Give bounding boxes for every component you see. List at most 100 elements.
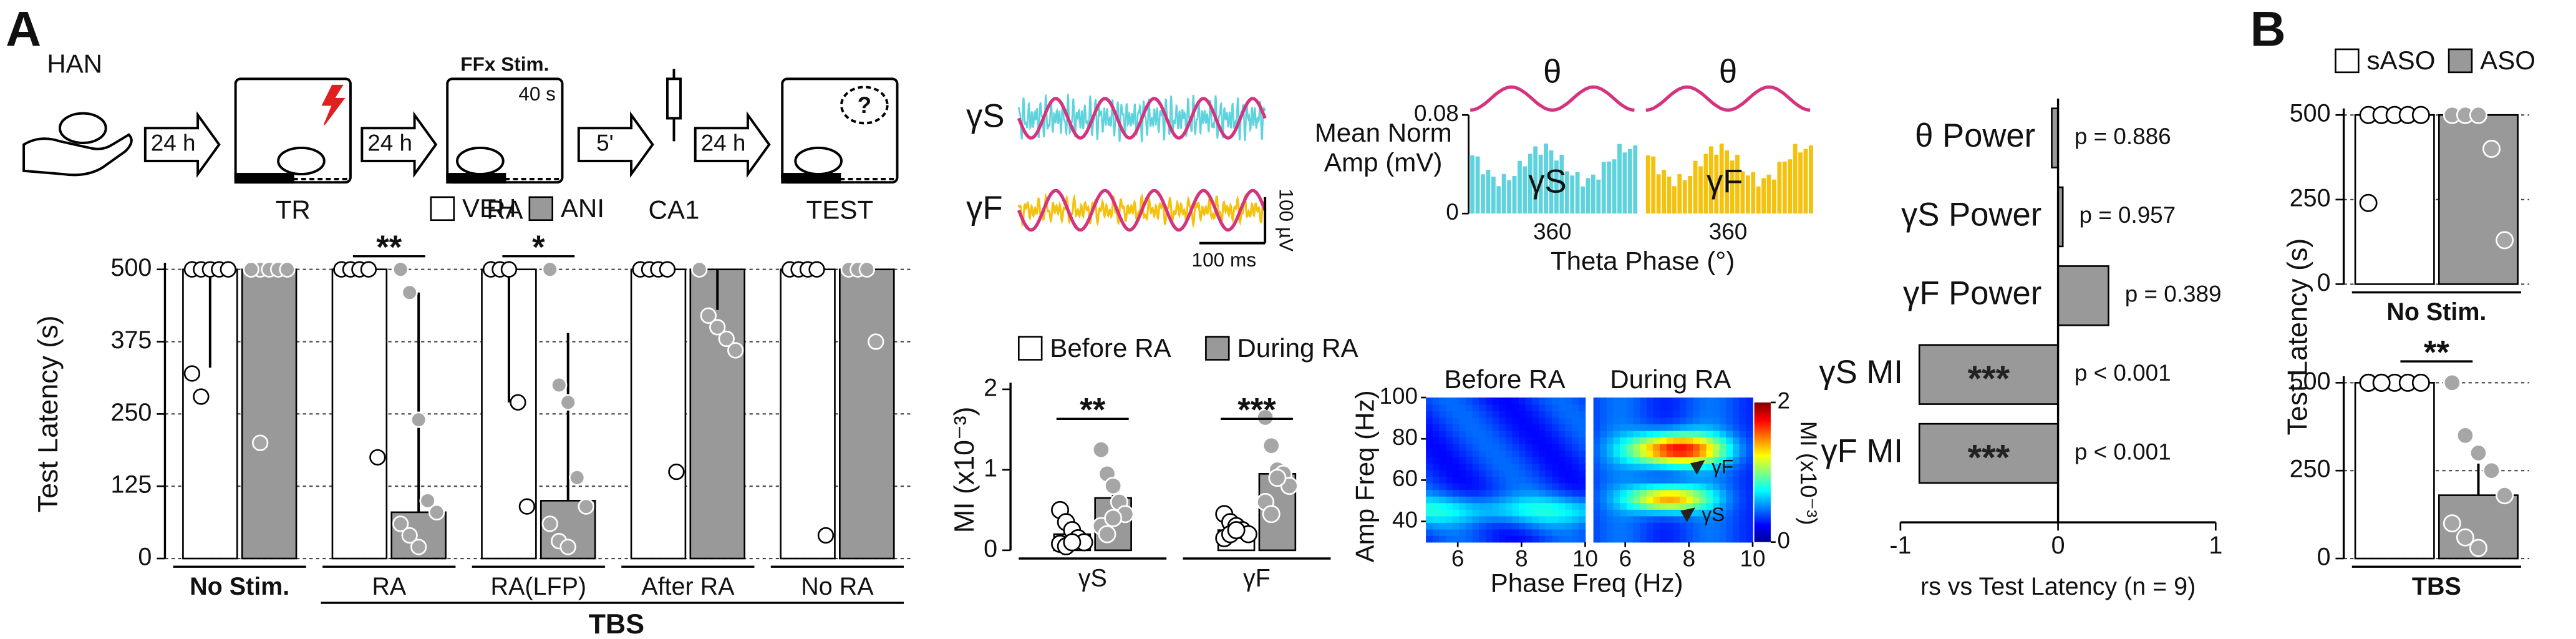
phase-bin bbox=[1672, 186, 1677, 214]
heatmap-cell bbox=[1620, 456, 1627, 464]
heatmap-cell bbox=[1505, 404, 1513, 411]
heatmap-cell bbox=[1666, 482, 1674, 490]
heatmap-cell bbox=[1673, 417, 1680, 424]
heatmap-cell bbox=[1479, 404, 1486, 411]
heatmap-cell bbox=[1673, 404, 1680, 411]
heatmap-cell bbox=[1512, 469, 1519, 477]
heatmap-cell bbox=[1686, 529, 1694, 536]
heatmap-cell bbox=[1699, 469, 1707, 477]
heatmap-cell bbox=[1620, 535, 1627, 543]
heatmap-cell bbox=[1572, 424, 1579, 431]
annotation: p < 0.001 bbox=[2075, 360, 2171, 386]
heatmap-cell bbox=[1746, 535, 1753, 543]
heatmap-cell bbox=[1545, 411, 1553, 418]
heatmap-cell bbox=[1452, 417, 1460, 424]
arrow bbox=[694, 111, 771, 178]
heatmap-cell bbox=[1646, 529, 1654, 536]
data-point bbox=[1092, 441, 1110, 459]
heatmap-cell bbox=[1492, 424, 1499, 431]
data-point bbox=[183, 365, 201, 382]
heatmap-cell bbox=[1459, 529, 1466, 536]
y-tick-label: 40 bbox=[1392, 507, 1418, 532]
heatmap-cell bbox=[1545, 417, 1553, 424]
heatmap-cell bbox=[1719, 456, 1727, 464]
heatmap-cell bbox=[1558, 404, 1566, 411]
heatmap-cell bbox=[1459, 509, 1466, 517]
phase-bin bbox=[1740, 171, 1745, 214]
heatmap-cell bbox=[1593, 443, 1601, 451]
heatmap-cell bbox=[1565, 515, 1572, 523]
data-point bbox=[279, 261, 296, 278]
data-point bbox=[1227, 521, 1246, 540]
heatmap-cell bbox=[1452, 522, 1460, 530]
annotation: p = 0.886 bbox=[2075, 124, 2171, 149]
data-point bbox=[2443, 514, 2461, 533]
heatmap-cell bbox=[1733, 509, 1740, 517]
heatmap-cell bbox=[1593, 437, 1601, 444]
data-point bbox=[2496, 486, 2514, 505]
heatmap-cell bbox=[1565, 398, 1572, 405]
heatmap-cell bbox=[1485, 437, 1493, 444]
heatmap-cell bbox=[1499, 450, 1506, 457]
heatmap-cell bbox=[1679, 450, 1687, 457]
heatmap-cell bbox=[1565, 463, 1572, 471]
heatmap-cell bbox=[1578, 430, 1586, 438]
mouse-icon bbox=[456, 146, 505, 176]
heatmap-cell bbox=[1578, 482, 1586, 490]
heatmap-cell bbox=[1565, 450, 1572, 457]
heatmap-cell bbox=[1746, 430, 1753, 438]
heatmap-cell bbox=[1465, 443, 1473, 451]
phase-bin bbox=[1698, 166, 1703, 214]
heatmap-cell bbox=[1485, 430, 1493, 438]
heatmap-cell bbox=[1545, 482, 1553, 490]
heatmap-cell bbox=[1538, 443, 1546, 451]
data-point bbox=[2469, 539, 2487, 557]
heatmap-cell bbox=[1660, 463, 1667, 471]
heatmap-cell bbox=[1505, 424, 1513, 431]
heatmap-cell bbox=[1519, 482, 1526, 490]
heatmap-cell bbox=[1432, 509, 1440, 517]
heatmap-cell bbox=[1485, 529, 1493, 536]
heatmap-cell bbox=[1666, 469, 1674, 477]
heatmap-cell bbox=[1519, 529, 1526, 536]
heatmap-cell bbox=[1472, 456, 1480, 464]
heatmap-cell bbox=[1726, 489, 1733, 497]
data-point bbox=[401, 284, 418, 301]
heatmap-cell bbox=[1552, 495, 1559, 504]
heatmap-cell bbox=[1673, 469, 1680, 477]
heatmap-cell bbox=[1545, 515, 1553, 523]
heatmap-cell bbox=[1552, 522, 1559, 530]
heatmap-cell bbox=[1578, 450, 1586, 457]
heatmap-cell bbox=[1492, 456, 1499, 464]
heatmap-cell bbox=[1606, 529, 1614, 536]
heatmap-cell bbox=[1746, 482, 1753, 490]
x-tick-label: 1 bbox=[2209, 532, 2222, 559]
heatmap-cell bbox=[1538, 535, 1546, 543]
heatmap-cell bbox=[1572, 489, 1579, 497]
heatmap-cell bbox=[1446, 404, 1453, 411]
heatmap-cell bbox=[1439, 476, 1446, 484]
heatmap-cell bbox=[1739, 469, 1747, 477]
heatmap-cell bbox=[1565, 456, 1572, 464]
heatmap-cell bbox=[1646, 469, 1654, 477]
heatmap-cell bbox=[1620, 398, 1627, 405]
heatmap-cell bbox=[1713, 529, 1720, 536]
heatmap-cell bbox=[1545, 529, 1553, 536]
heatmap-cell bbox=[1713, 404, 1720, 411]
heatmap-cell bbox=[1626, 404, 1634, 411]
heatmap-cell bbox=[1499, 515, 1506, 523]
heatmap-cell bbox=[1492, 417, 1499, 424]
heatmap-cell bbox=[1439, 456, 1446, 464]
heatmap-cell bbox=[1679, 417, 1687, 424]
heatmap-cell bbox=[1459, 450, 1466, 457]
legend-label: VEH bbox=[462, 193, 516, 223]
heatmap-cell bbox=[1545, 522, 1553, 530]
heatmap-cell bbox=[1439, 502, 1446, 510]
phase-bin bbox=[1714, 154, 1719, 214]
heatmap-cell bbox=[1545, 489, 1553, 497]
heatmap-cell bbox=[1472, 430, 1480, 438]
heatmap-cell bbox=[1726, 430, 1733, 438]
heatmap-cell bbox=[1558, 502, 1566, 510]
heatmap-cell bbox=[1600, 482, 1607, 490]
heatmap-cell bbox=[1492, 515, 1499, 523]
